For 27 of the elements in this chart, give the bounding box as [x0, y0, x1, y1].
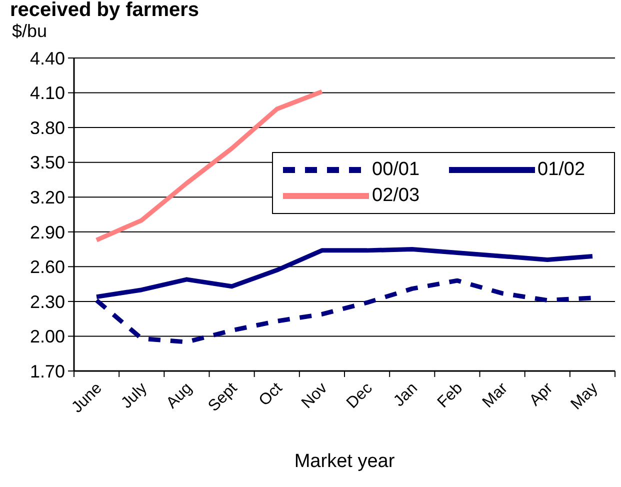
legend-label: 02/03 [372, 185, 420, 207]
y-tick-label: 2.90 [30, 222, 65, 242]
x-tick-label: Feb [434, 380, 466, 412]
y-tick-label: 4.40 [30, 48, 65, 68]
x-tick-label: July [118, 380, 150, 412]
y-tick-label: 2.30 [30, 292, 65, 312]
y-axis-title: $/bu [12, 21, 48, 42]
y-tick-label: 3.80 [30, 118, 65, 138]
x-tick-label: Oct [256, 379, 286, 410]
y-tick-label: 1.70 [30, 361, 65, 382]
y-tick-label: 3.20 [30, 188, 65, 208]
x-tick-label: Apr [526, 379, 557, 410]
x-tick-label: May [568, 380, 602, 414]
x-tick-label: Mar [480, 379, 512, 412]
x-axis-title: Market year [294, 451, 396, 472]
line-series [94, 89, 324, 242]
x-tick-label: Nov [298, 380, 331, 412]
y-tick-label: 3.50 [30, 152, 65, 173]
y-tick-label: 2.60 [30, 257, 65, 278]
legend-label: 00/01 [372, 159, 420, 181]
x-tick-label: Aug [163, 380, 196, 412]
y-tick-label: 2.00 [30, 326, 65, 347]
legend-label: 01/02 [538, 159, 586, 181]
x-tick-label: Dec [344, 380, 376, 412]
x-tick-label: Jan [390, 380, 421, 410]
y-tick-label: 4.10 [30, 83, 65, 104]
chart-title: received by farmers [10, 0, 200, 22]
